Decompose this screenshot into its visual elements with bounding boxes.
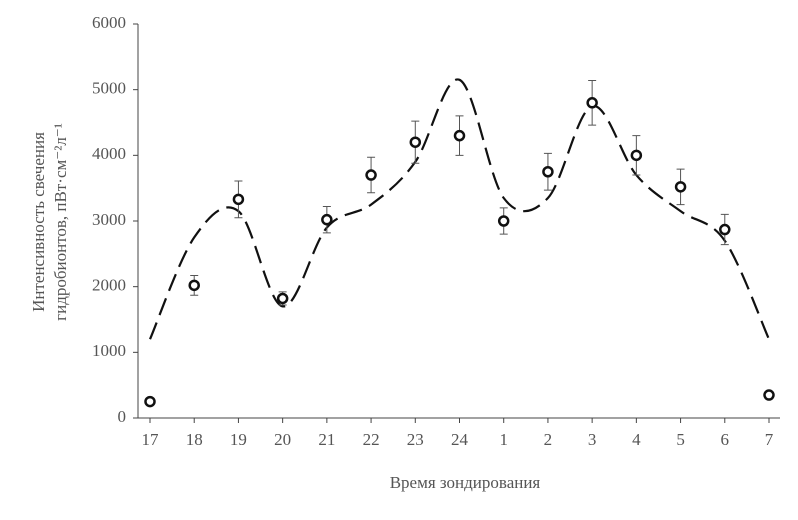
x-tick-label: 23 xyxy=(407,430,424,449)
data-point xyxy=(453,129,466,142)
x-tick-label: 2 xyxy=(544,430,553,449)
data-point xyxy=(630,149,643,162)
x-tick-label: 7 xyxy=(765,430,774,449)
y-axis-label: гидробионтов, пВт·см⁻²л⁻¹ xyxy=(51,123,70,321)
y-tick-label: 1000 xyxy=(92,341,126,360)
y-tick-label: 5000 xyxy=(92,79,126,98)
y-tick-label: 3000 xyxy=(92,210,126,229)
y-tick-label: 6000 xyxy=(92,13,126,32)
data-point xyxy=(542,166,554,178)
y-tick-label: 0 xyxy=(118,407,127,426)
x-tick-label: 17 xyxy=(142,430,160,449)
x-tick-label: 21 xyxy=(318,430,335,449)
x-tick-label: 18 xyxy=(186,430,203,449)
y-axis-label: Интенсивность свечения xyxy=(29,132,48,312)
x-tick-label: 3 xyxy=(588,430,597,449)
x-axis-label: Время зондирования xyxy=(390,473,541,492)
data-point xyxy=(144,395,156,408)
data-point xyxy=(674,181,687,193)
data-point xyxy=(365,169,377,181)
data-point xyxy=(409,136,422,148)
data-point xyxy=(763,389,775,401)
data-point xyxy=(321,213,333,226)
x-tick-label: 4 xyxy=(632,430,641,449)
data-point xyxy=(586,97,598,109)
fit-curve xyxy=(148,78,771,340)
x-tick-label: 6 xyxy=(721,430,730,449)
data-point xyxy=(232,193,245,206)
x-tick-label: 24 xyxy=(451,430,469,449)
data-point xyxy=(719,223,731,236)
x-tick-label: 1 xyxy=(499,430,508,449)
x-tick-label: 5 xyxy=(676,430,685,449)
y-tick-label: 2000 xyxy=(92,276,126,295)
data-point xyxy=(497,215,510,227)
data-point xyxy=(188,279,200,292)
x-tick-label: 20 xyxy=(274,430,291,449)
y-tick-label: 4000 xyxy=(92,144,126,163)
x-tick-label: 22 xyxy=(363,430,380,449)
x-tick-label: 19 xyxy=(230,430,247,449)
data-point xyxy=(276,292,289,305)
